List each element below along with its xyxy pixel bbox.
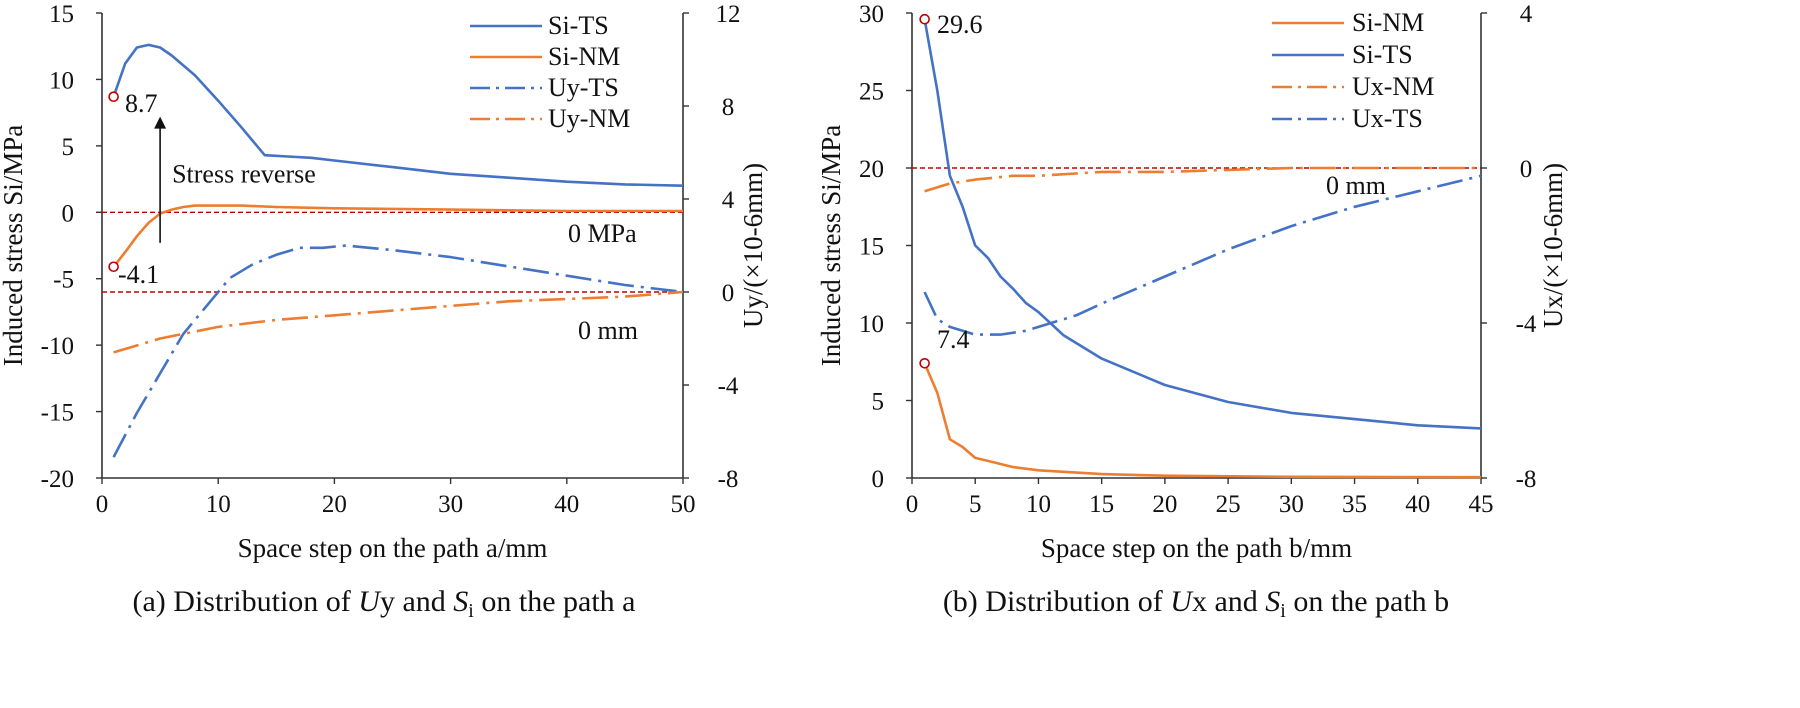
x-tick-label: 30 — [1279, 491, 1304, 518]
legend-label: Si-NM — [1352, 8, 1424, 37]
y2-tick-label: -8 — [718, 466, 739, 493]
panel-caption: (a) Distribution of Uy and Si on the pat… — [133, 585, 636, 622]
stress-reverse-label: Stress reverse — [172, 159, 316, 188]
data-point-marker — [108, 91, 119, 102]
series-line-si-nm — [112, 204, 683, 268]
y-tick-label: 5 — [872, 389, 885, 416]
data-point-marker — [108, 261, 119, 273]
legend-label: Si-TS — [1352, 40, 1413, 69]
x-axis-label: Space step on the path a/mm — [238, 533, 548, 563]
x-tick-label: 30 — [438, 491, 463, 518]
data-point-label: 8.7 — [125, 89, 158, 118]
y-tick-label: -15 — [41, 400, 74, 427]
legend-label: Uy-NM — [548, 104, 630, 133]
y2-axis-label: Uy/(×10-6mm) — [738, 163, 768, 328]
series-line-ux-nm — [924, 166, 1481, 193]
x-tick-label: 40 — [554, 491, 579, 518]
reference-line-label: 0 mm — [578, 316, 638, 345]
y-tick-label: 20 — [859, 156, 884, 183]
y-tick-label: 0 — [872, 466, 885, 493]
x-tick-label: 15 — [1089, 491, 1114, 518]
y2-tick-label: -8 — [1516, 466, 1537, 493]
y2-tick-label: 0 — [722, 280, 735, 307]
y2-tick-label: 4 — [722, 187, 735, 214]
y2-tick-label: 12 — [716, 1, 741, 28]
series-line-ux-ts — [923, 174, 1482, 336]
data-point-marker — [919, 357, 930, 369]
y2-tick-label: 4 — [1520, 1, 1533, 28]
x-tick-label: 50 — [671, 491, 696, 518]
arrow-head-icon — [154, 116, 167, 129]
y-tick-label: -5 — [53, 267, 74, 294]
y-tick-label: 25 — [859, 79, 884, 106]
y-tick-label: 0 — [62, 200, 75, 227]
x-tick-label: 35 — [1342, 491, 1367, 518]
x-tick-label: 45 — [1469, 491, 1494, 518]
panel-caption: (b) Distribution of Ux and Si on the pat… — [943, 585, 1449, 622]
chart-panel-b: 0 5 10 15 20 25 30 35 40 45 0 5 10 15 20 25 30 -8 -4 0 4 Spac… — [816, 1, 1568, 622]
legend-label: Uy-TS — [548, 73, 619, 102]
data-point-label: -4.1 — [118, 260, 159, 289]
legend-label: Si-NM — [548, 42, 620, 71]
series-line-si-ts — [923, 18, 1482, 430]
y-tick-label: 15 — [859, 234, 884, 261]
legend-label: Si-TS — [548, 11, 609, 40]
x-tick-label: 40 — [1405, 491, 1430, 518]
legend-label: Ux-TS — [1352, 104, 1423, 133]
legend-label: Ux-NM — [1352, 72, 1434, 101]
y-axis-label: Induced stress Si/MPa — [816, 125, 846, 367]
y-tick-label: 10 — [49, 67, 74, 94]
series-line-si-nm — [923, 362, 1482, 479]
y2-tick-label: -4 — [1516, 311, 1537, 338]
y2-tick-label: 8 — [722, 94, 735, 121]
y2-tick-label: 0 — [1520, 156, 1533, 183]
chart-panel-a: 0 10 20 30 40 50 -20 -15 -10 -5 0 5 10 15 -8 -4 0 4 8 12 Spa… — [0, 1, 768, 622]
x-tick-label: 10 — [1026, 491, 1051, 518]
x-tick-label: 10 — [206, 491, 231, 518]
y-tick-label: 10 — [859, 311, 884, 338]
data-point-label: 7.4 — [937, 325, 970, 354]
y-tick-label: -20 — [41, 466, 74, 493]
x-tick-label: 20 — [1152, 491, 1177, 518]
data-point-label: 29.6 — [937, 10, 983, 39]
series-line-uy-ts — [112, 244, 684, 458]
reference-line-label: 0 mm — [1326, 171, 1386, 200]
y-axis-label: Induced stress Si/MPa — [0, 125, 28, 367]
series-line-si-ts — [112, 43, 684, 187]
x-tick-label: 25 — [1216, 491, 1241, 518]
y-tick-label: -10 — [41, 333, 74, 360]
y2-axis-label: Ux/(×10-6mm) — [1538, 163, 1568, 328]
x-tick-label: 20 — [322, 491, 347, 518]
data-point-marker — [919, 13, 930, 25]
y2-tick-label: -4 — [718, 373, 739, 400]
reference-line-label: 0 MPa — [568, 219, 637, 248]
x-tick-label: 0 — [906, 491, 919, 518]
y-tick-label: 30 — [859, 1, 884, 28]
series-line-uy-nm — [113, 290, 684, 354]
y-tick-label: 15 — [49, 1, 74, 28]
x-tick-label: 5 — [969, 491, 982, 518]
x-axis-label: Space step on the path b/mm — [1041, 533, 1352, 563]
x-tick-label: 0 — [96, 491, 109, 518]
y-tick-label: 5 — [62, 134, 75, 161]
